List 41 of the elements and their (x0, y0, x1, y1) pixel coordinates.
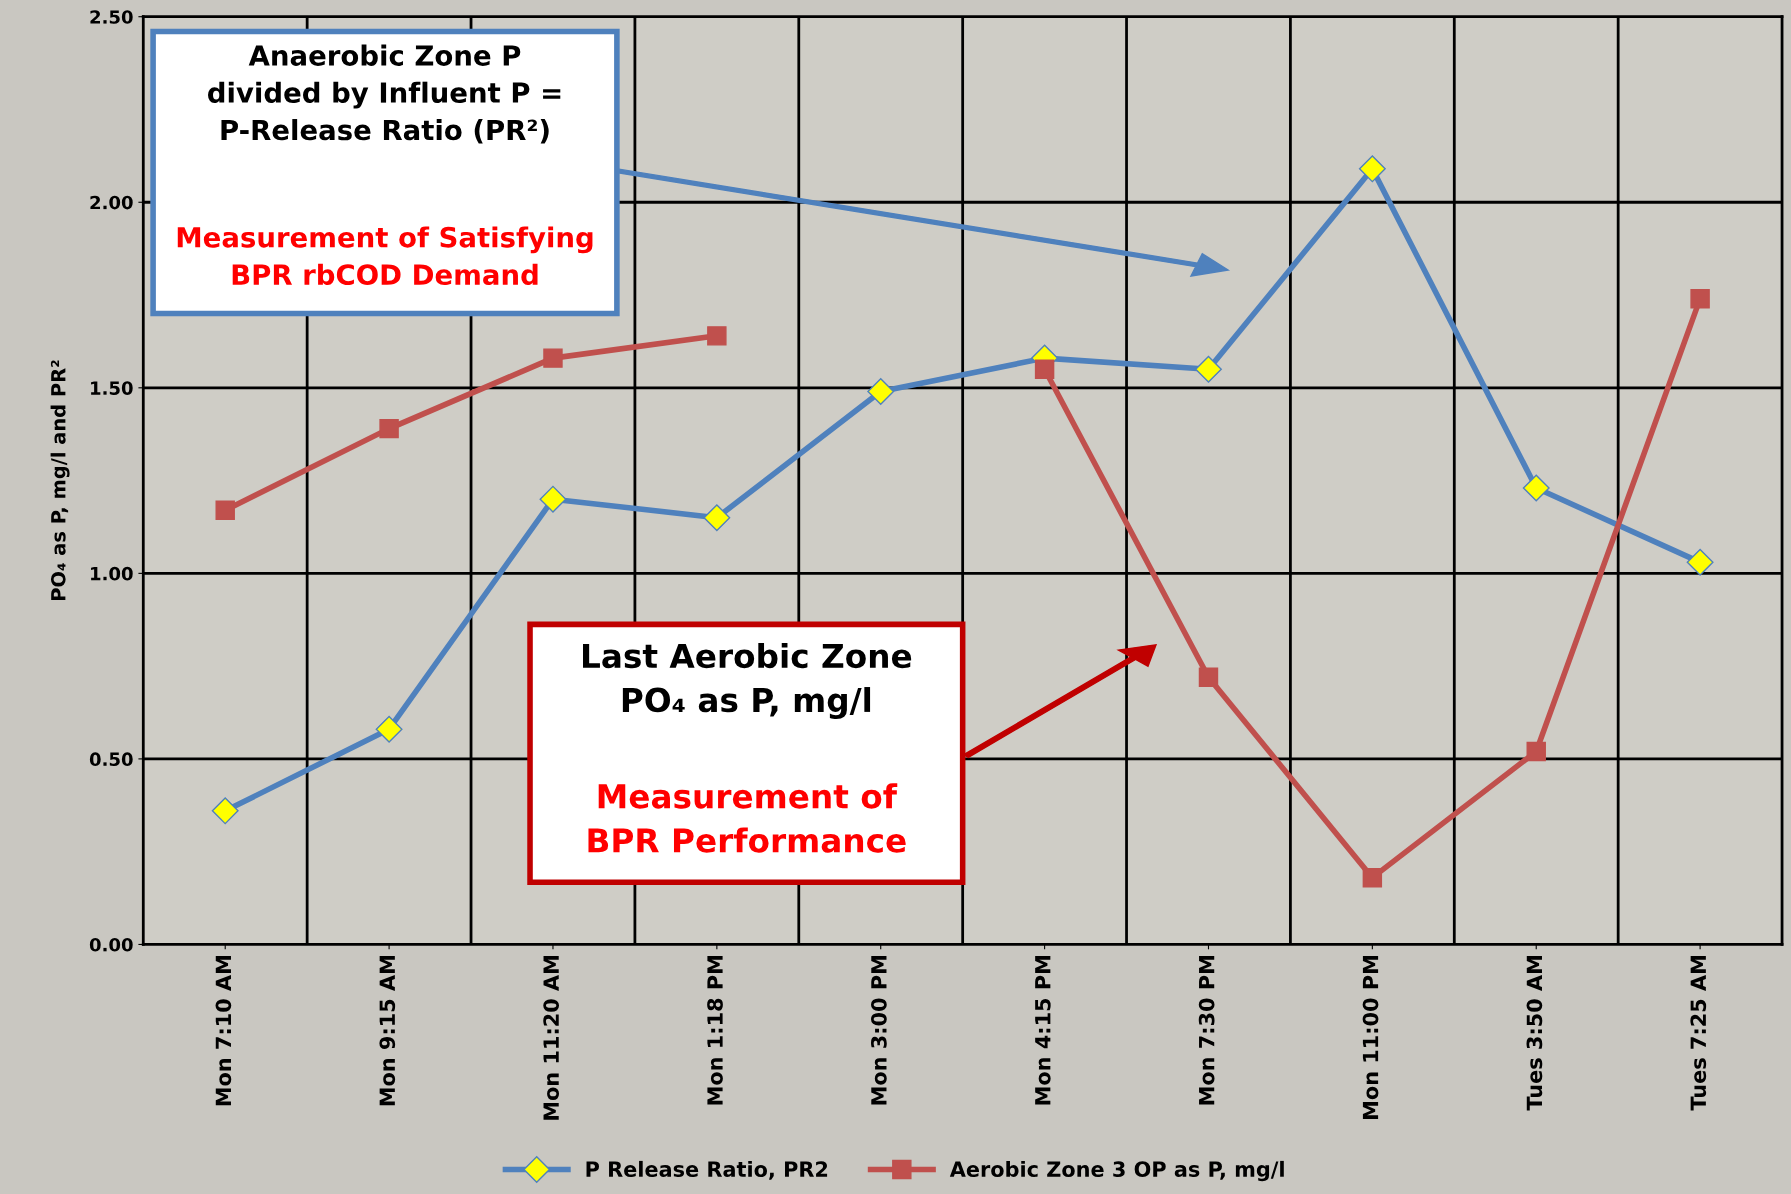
x-tick-label: Tues 3:50 AM (1526, 956, 1543, 1111)
point (543, 348, 563, 368)
x-tick-label: Mon 7:30 PM (1198, 956, 1215, 1105)
point (1195, 355, 1222, 383)
annotation: Measurement of Satisfying BPR rbCOD Demand (177, 226, 593, 286)
x-tick-label: Mon 1:18 PM (707, 956, 723, 1105)
x-tick-label: Mon 7:10 AM (215, 956, 232, 1106)
annotation: Anaerobic Zone P divided by Influent P = P-Release Ratio (PR²) (208, 44, 561, 144)
y-tick-label: 2.50 (90, 10, 133, 24)
point (211, 797, 239, 825)
legend-label: Aerobic Zone 3 OP as P, mg/l (949, 1160, 1284, 1182)
point (1034, 359, 1055, 379)
point (1526, 741, 1546, 762)
annotation: Measurement of BPR Performance (588, 783, 906, 853)
legend-label: P Release Ratio, PR2 (586, 1160, 828, 1180)
point (215, 500, 235, 520)
point (1686, 548, 1714, 576)
point (1362, 867, 1383, 888)
point (539, 485, 567, 513)
point (1198, 667, 1219, 687)
x-tick-label: Mon 4:15 PM (1035, 956, 1051, 1105)
point (375, 715, 403, 743)
x-tick-label: Tues 7:25 AM (1690, 956, 1707, 1111)
point (1358, 155, 1386, 183)
y-axis-title: PO₄ as P, mg/l and PR² (50, 360, 70, 601)
point (379, 418, 399, 439)
y-tick-label: 2.00 (90, 195, 133, 210)
y-tick-label: 1.00 (91, 566, 133, 581)
point (1690, 289, 1710, 309)
point (703, 504, 731, 532)
y-tick-label: 0.50 (89, 752, 133, 767)
x-tick-label: Mon 3:00 PM (871, 956, 887, 1105)
y-tick-label: 1.50 (91, 381, 133, 395)
x-tick-label: Mon 11:00 PM (1362, 956, 1379, 1119)
point (707, 326, 727, 346)
point (1522, 474, 1550, 502)
point (867, 378, 895, 405)
annotation: Last Aerobic Zone PO₄ as P, mg/l (583, 642, 912, 719)
x-tick-label: Mon 11:20 AM (543, 956, 560, 1120)
x-tick-label: Mon 9:15 AM (379, 956, 396, 1106)
y-tick-label: 0.00 (89, 937, 133, 952)
